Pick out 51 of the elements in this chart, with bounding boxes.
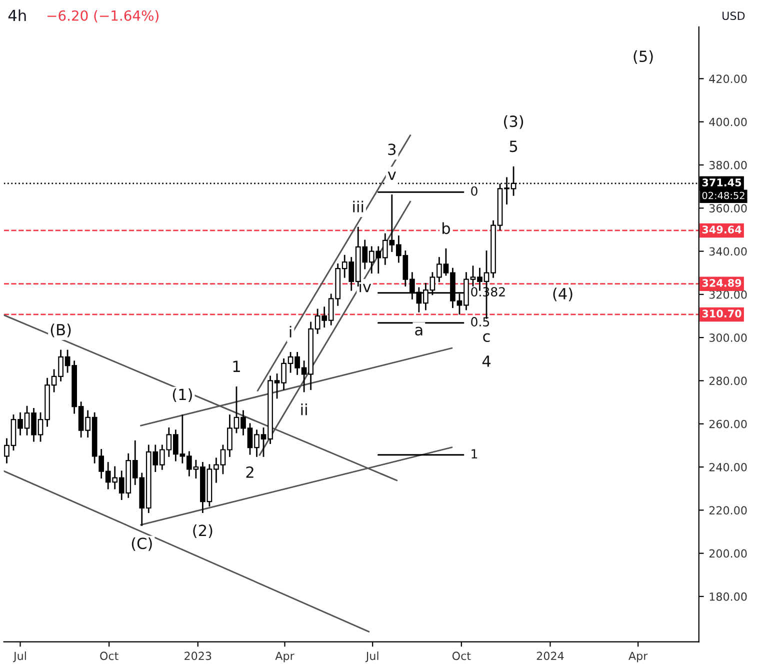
- annotation: (1): [172, 388, 192, 402]
- annotation: ii: [301, 404, 307, 416]
- y-tick-label: 300.00: [709, 334, 747, 342]
- annotation: 5: [510, 140, 518, 152]
- x-tick-label: Apr: [628, 652, 648, 662]
- annotation: 2: [246, 466, 254, 478]
- chart-subtitle: −6.20 (−1.64%): [48, 10, 158, 22]
- y-axis-title: USD: [722, 12, 745, 20]
- annotation: v: [388, 172, 396, 180]
- x-tick-label: Jul: [12, 651, 26, 662]
- annotation: (2): [193, 524, 212, 538]
- ref-line-label: 324.89: [702, 279, 742, 287]
- annotation: 0: [471, 186, 478, 196]
- annotation: b: [442, 222, 450, 234]
- annotation: 0.5: [471, 317, 490, 327]
- y-tick-label: 180.00: [710, 592, 747, 601]
- y-tick-label: 220.00: [709, 506, 747, 515]
- annotation: 1: [472, 449, 478, 458]
- y-tick-label: 260.00: [709, 420, 747, 428]
- chart-title: 4h: [8, 9, 26, 22]
- x-tick-label: Oct: [452, 652, 471, 660]
- y-tick-label: 380.00: [709, 160, 747, 170]
- x-tick-label: 2024: [536, 652, 564, 660]
- annotation: a: [415, 326, 422, 336]
- y-tick-label: 400.00: [709, 118, 747, 126]
- ref-line-label: 371.45: [702, 178, 742, 186]
- x-tick-label: Jul: [365, 651, 378, 662]
- x-tick-label: Apr: [275, 652, 294, 662]
- annotation: 3: [388, 144, 396, 156]
- x-tick-label: Oct: [100, 652, 118, 660]
- text: 02:48:52: [702, 192, 744, 200]
- y-tick-label: 280.00: [709, 376, 747, 386]
- y-tick-label: 420.00: [709, 74, 747, 84]
- ref-line-label: 310.70: [702, 310, 742, 318]
- annotation: 1: [233, 360, 240, 372]
- annotation: iv: [360, 280, 372, 292]
- y-tick-label: 200.00: [709, 549, 747, 558]
- annotation: (C): [132, 537, 152, 551]
- annotation: (3): [504, 115, 524, 129]
- annotation: iii: [353, 200, 364, 212]
- y-tick-label: 360.00: [709, 204, 747, 212]
- ref-line-label: 349.64: [702, 226, 742, 234]
- annotation: i: [290, 326, 292, 338]
- x-tick-label: 2023: [184, 652, 212, 660]
- y-tick-label: 240.00: [709, 462, 747, 472]
- annotation: c: [483, 333, 490, 342]
- annotation: (B): [50, 324, 71, 338]
- annotation: 4: [482, 356, 491, 367]
- annotation: (4): [553, 288, 572, 302]
- annotation: (5): [634, 50, 653, 64]
- y-tick-label: 340.00: [709, 247, 747, 256]
